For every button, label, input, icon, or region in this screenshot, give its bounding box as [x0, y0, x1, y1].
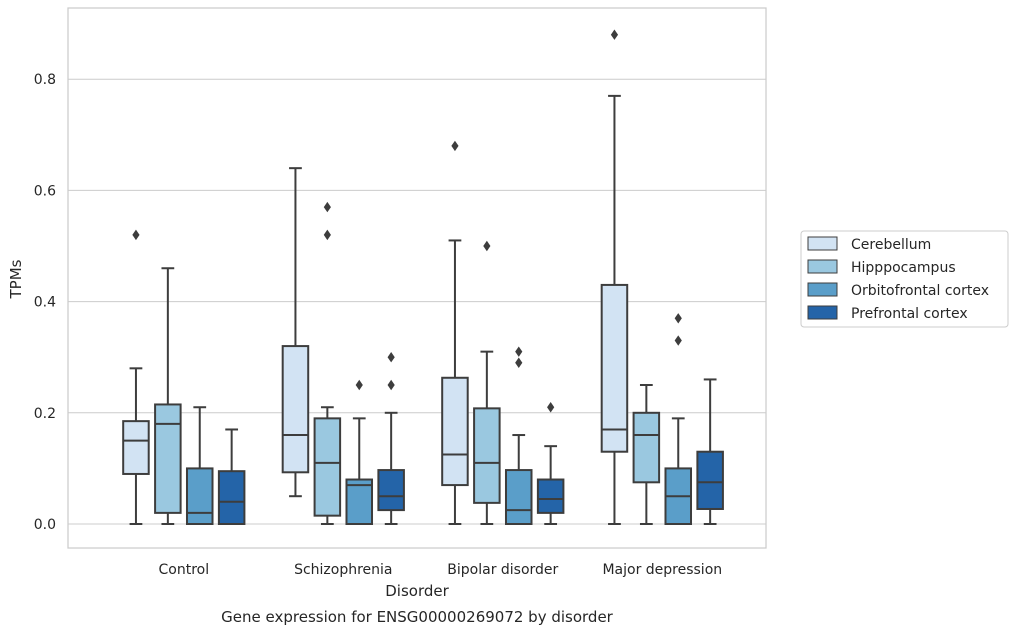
box-body: [281, 345, 310, 474]
box-item: [185, 406, 214, 525]
outlier-point: [323, 201, 331, 213]
x-tick-label: Control: [158, 562, 209, 578]
box-item: [122, 229, 150, 525]
box-item: [377, 352, 405, 525]
box-item: [536, 402, 565, 525]
x-tick-label: Bipolar disorder: [447, 562, 558, 578]
box-body: [122, 420, 150, 475]
box-body: [696, 450, 724, 510]
box-body: [154, 403, 182, 514]
box-body: [185, 467, 214, 525]
outlier-point: [387, 352, 395, 363]
x-tick-label: Schizophrenia: [294, 562, 392, 578]
x-tick-labels: Control Schizophrenia Bipolar disorder Majo…: [158, 562, 722, 578]
outlier-point: [547, 402, 555, 413]
chart-title: Gene expression for ENSG00000269072 by d…: [221, 608, 614, 626]
legend-label: Cerebellum: [851, 237, 931, 253]
outlier-point: [451, 140, 459, 152]
outlier-point: [323, 229, 331, 241]
y-tick-label: 0.8: [34, 72, 56, 88]
legend-swatch: [807, 305, 838, 320]
legend-label: Orbitofrontal cortex: [851, 283, 989, 299]
y-tick-labels: 0.0 0.2 0.4 0.6 0.8: [34, 72, 56, 533]
y-tick-label: 0.0: [34, 517, 56, 533]
box-body: [217, 470, 246, 525]
legend-label: Hipppocampus: [851, 260, 956, 276]
x-axis-label: Disorder: [385, 582, 449, 600]
outlier-point: [515, 346, 523, 357]
box-item: [696, 378, 724, 525]
y-tick-label: 0.4: [34, 295, 56, 311]
box-item: [313, 201, 342, 525]
box-body: [600, 283, 629, 453]
box-item: [154, 267, 182, 525]
outlier-point: [515, 357, 523, 368]
box-body: [504, 469, 533, 525]
x-tick-label: Major depression: [602, 562, 722, 578]
box-item: [473, 240, 501, 525]
legend-frame: [800, 230, 1009, 328]
outlier-point: [132, 229, 140, 241]
box-series: [122, 29, 724, 525]
box-item: [217, 428, 246, 525]
outlier-point: [674, 313, 682, 324]
box-item: [441, 140, 469, 525]
box-body: [536, 478, 565, 514]
legend-swatch: [807, 259, 838, 274]
box-item: [504, 346, 533, 525]
box-item: [664, 313, 693, 525]
legend: Cerebellum Hipppocampus Orbitofrontal cort…: [800, 230, 1009, 328]
box-body: [377, 469, 405, 512]
y-tick-label: 0.2: [34, 406, 56, 422]
legend-label: Prefrontal cortex: [851, 306, 968, 322]
outlier-point: [610, 29, 619, 40]
legend-swatch: [807, 236, 838, 251]
outlier-point: [483, 240, 491, 252]
outlier-point: [387, 379, 395, 391]
y-tick-label: 0.6: [34, 183, 56, 199]
box-item: [345, 379, 374, 525]
box-body: [632, 411, 661, 484]
box-body: [345, 478, 374, 525]
box-item: [600, 29, 629, 525]
legend-swatch: [807, 282, 838, 297]
box-body: [441, 376, 469, 487]
outlier-point: [355, 379, 363, 391]
box-item: [632, 384, 661, 525]
y-axis-label: TPMs: [7, 259, 25, 299]
box-body: [313, 417, 342, 517]
plot-frame: [67, 7, 767, 549]
box-item: [281, 167, 310, 498]
outlier-point: [674, 335, 682, 346]
box-body: [473, 407, 501, 504]
